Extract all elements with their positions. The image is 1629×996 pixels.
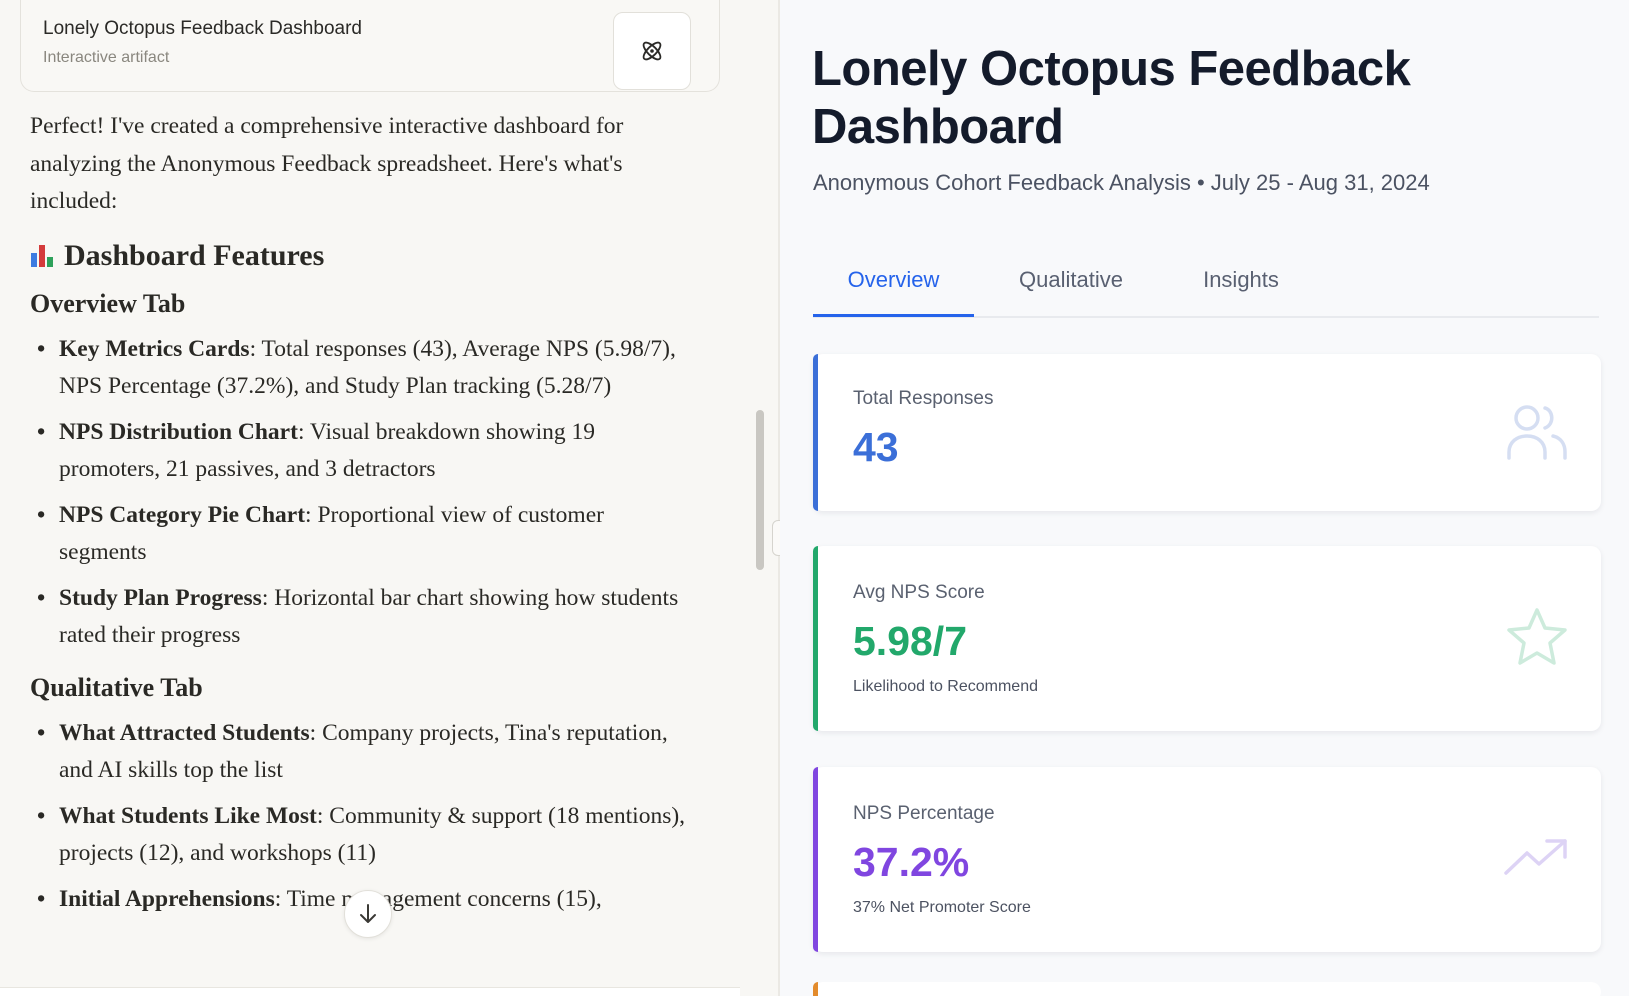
list-item-bold: What Students Like Most: [59, 802, 317, 829]
list-item: NPS Distribution Chart: Visual breakdown…: [30, 414, 690, 489]
pane-divider: [778, 0, 780, 996]
card-accent-bar: [813, 982, 818, 996]
scroll-to-bottom-button[interactable]: [344, 890, 392, 938]
tab-insights[interactable]: Insights: [1203, 267, 1279, 292]
artifact-subtitle: Interactive artifact: [43, 49, 170, 66]
arrow-down-icon: [360, 904, 376, 923]
chat-input-edge: [0, 987, 740, 996]
section-heading-overview: Overview Tab: [30, 288, 186, 318]
atom-icon: [642, 41, 662, 61]
features-heading: Dashboard Features: [30, 237, 690, 275]
dashboard-subtitle: Anonymous Cohort Feedback Analysis • Jul…: [813, 170, 1430, 195]
tab-overview[interactable]: Overview: [813, 252, 974, 317]
star-icon: [1507, 608, 1567, 665]
list-item: Initial Apprehensions: Time management c…: [30, 881, 690, 919]
overview-feature-list: Key Metrics Cards: Total responses (43),…: [30, 331, 690, 655]
list-item: Key Metrics Cards: Total responses (43),…: [30, 331, 690, 406]
card-value: 37.2%: [853, 839, 970, 885]
qualitative-feature-list: What Attracted Students: Company project…: [30, 715, 690, 919]
trending-up-icon: [1504, 839, 1567, 875]
assistant-message: Perfect! I've created a comprehensive in…: [30, 108, 690, 926]
users-icon: [1507, 405, 1567, 460]
dashboard-tabs: Overview Qualitative Insights: [813, 252, 1599, 318]
list-item-text: : Proportional view of customer segments: [59, 501, 604, 566]
metric-card-avg-nps: Avg NPS Score 5.98/7 Likelihood to Recom…: [813, 546, 1601, 731]
message-intro: Perfect! I've created a comprehensive in…: [30, 113, 624, 214]
metric-card-next: [813, 982, 1601, 996]
dashboard-title: Lonely Octopus Feedback Dashboard: [812, 42, 1411, 154]
card-accent-bar: [813, 767, 818, 952]
list-item: Study Plan Progress: Horizontal bar char…: [30, 580, 690, 655]
list-item-text: : Company projects, Tina's reputation, a…: [59, 719, 668, 784]
list-item-bold: NPS Category Pie Chart: [59, 501, 306, 528]
list-item: What Attracted Students: Company project…: [30, 715, 690, 790]
list-item-text: : Time management concerns (15),: [274, 885, 602, 912]
list-item: What Students Like Most: Community & sup…: [30, 798, 690, 873]
list-item-bold: NPS Distribution Chart: [59, 418, 298, 445]
artifact-preview-pane: Lonely Octopus Feedback Dashboard Anonym…: [780, 0, 1629, 996]
card-accent-bar: [813, 354, 818, 511]
section-heading-qualitative: Qualitative Tab: [30, 672, 203, 702]
artifact-title: Lonely Octopus Feedback Dashboard: [43, 18, 362, 39]
card-label: NPS Percentage: [853, 803, 995, 824]
bar-chart-emoji-icon: [30, 243, 56, 269]
card-note: Likelihood to Recommend: [853, 678, 1038, 695]
list-item-text: : Community & support (18 mentions), pro…: [59, 802, 686, 867]
card-value: 5.98/7: [853, 618, 967, 664]
chat-scrollbar[interactable]: [756, 410, 764, 570]
card-accent-bar: [813, 546, 818, 731]
card-value: 43: [853, 424, 899, 470]
list-item-text: : Total responses (43), Average NPS (5.9…: [59, 335, 676, 400]
list-item-bold: What Attracted Students: [59, 719, 310, 746]
chat-pane: Lonely Octopus Feedback Dashboard Intera…: [0, 0, 778, 996]
list-item-bold: Key Metrics Cards: [59, 335, 250, 362]
artifact-open-button[interactable]: [613, 12, 691, 90]
list-item-bold: Study Plan Progress: [59, 584, 262, 611]
card-note: 37% Net Promoter Score: [853, 899, 1031, 916]
list-item: NPS Category Pie Chart: Proportional vie…: [30, 497, 690, 572]
list-item-bold: Initial Apprehensions: [59, 885, 275, 912]
card-label: Avg NPS Score: [853, 582, 985, 603]
list-item-text: : Visual breakdown showing 19 promoters,…: [59, 418, 596, 483]
metric-card-nps-percentage: NPS Percentage 37.2% 37% Net Promoter Sc…: [813, 767, 1601, 952]
metric-card-total-responses: Total Responses 43: [813, 354, 1601, 511]
features-heading-text: Dashboard Features: [64, 238, 325, 272]
artifact-card[interactable]: Lonely Octopus Feedback Dashboard Intera…: [20, 0, 720, 92]
card-label: Total Responses: [853, 388, 994, 409]
tab-qualitative[interactable]: Qualitative: [1019, 267, 1123, 292]
list-item-text: : Horizontal bar chart showing how stude…: [59, 584, 679, 649]
